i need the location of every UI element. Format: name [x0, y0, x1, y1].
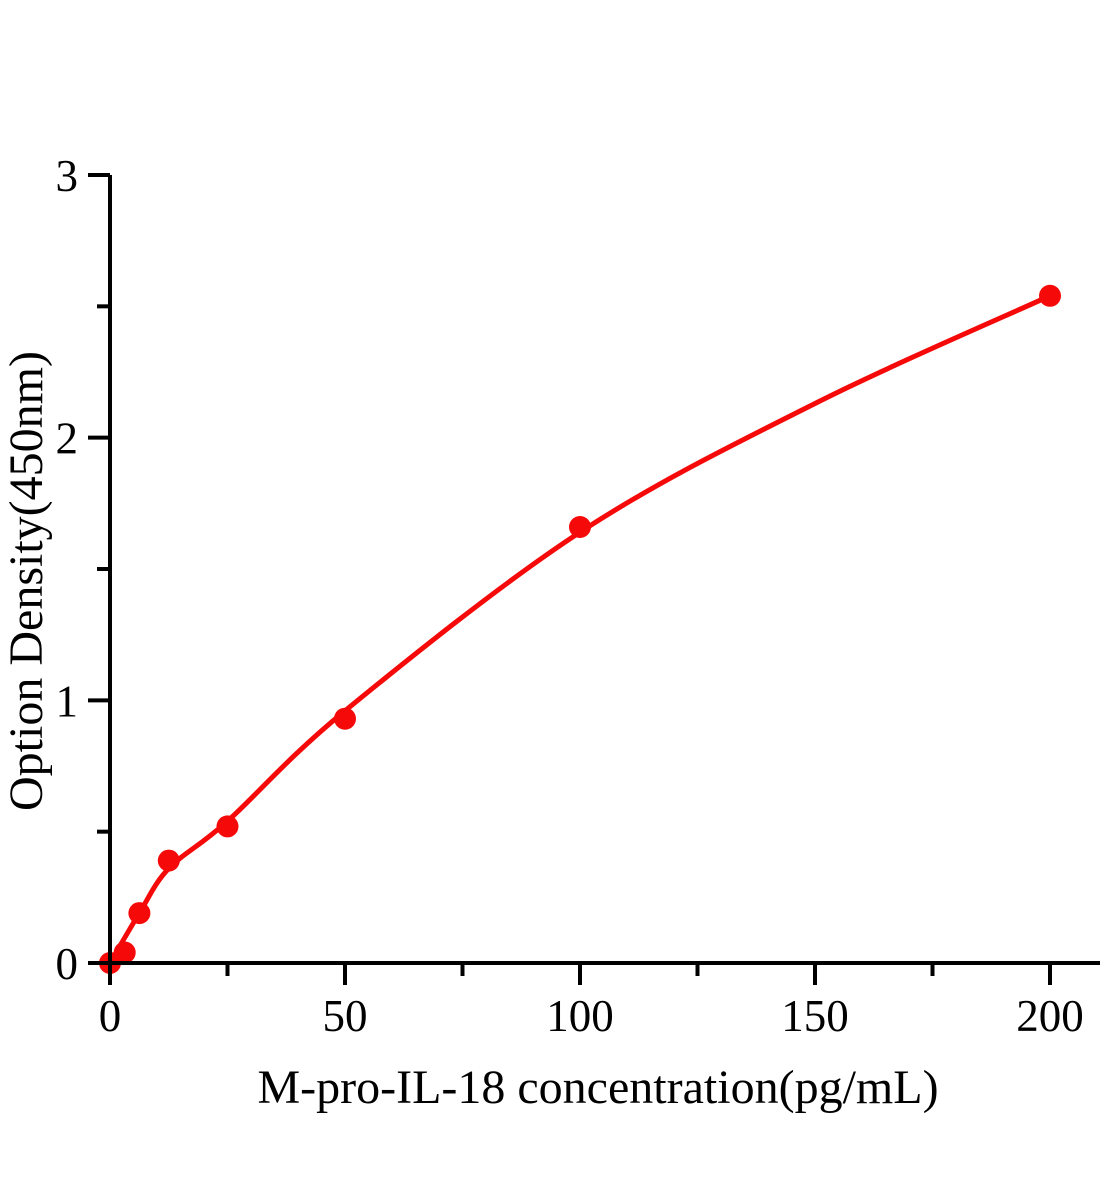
data-point [216, 815, 239, 838]
x-axis-tick-label: 100 [546, 991, 614, 1041]
y-axis-title: Option Density(450nm) [0, 351, 53, 811]
fit-curve-line [107, 293, 1053, 966]
y-axis-tick-label: 3 [56, 151, 79, 201]
data-point [113, 941, 136, 964]
data-point [334, 707, 356, 730]
x-axis-tick-label: 0 [99, 991, 122, 1041]
data-point [157, 849, 180, 872]
data-point [569, 516, 591, 538]
x-axis-tick-label: 200 [1016, 991, 1084, 1041]
data-point [128, 902, 151, 925]
x-axis-tick-label: 150 [781, 991, 849, 1041]
x-axis-title: M-pro-IL-18 concentration(pg/mL) [257, 1061, 938, 1114]
y-axis-tick-label: 0 [56, 939, 79, 989]
data-point [1039, 284, 1061, 307]
y-axis-tick-label: 1 [56, 676, 79, 726]
y-axis-tick-label: 2 [56, 414, 79, 464]
x-axis-tick-label: 50 [323, 991, 368, 1041]
